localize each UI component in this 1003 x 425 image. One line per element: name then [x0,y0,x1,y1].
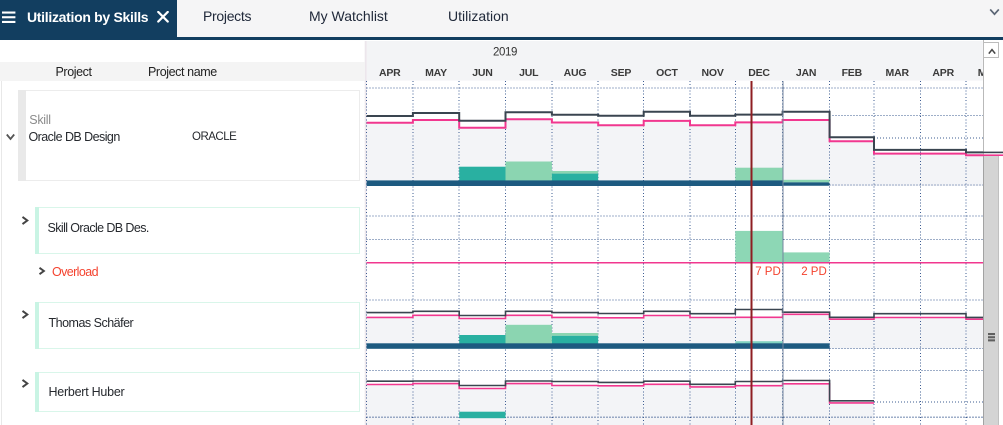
svg-text:APR: APR [932,67,954,79]
svg-text:2019: 2019 [493,47,517,59]
svg-text:JAN: JAN [796,67,816,79]
svg-text:APR: APR [379,67,401,79]
svg-text:2 PD: 2 PD [801,266,827,278]
svg-text:MAR: MAR [886,67,910,79]
svg-text:JUN: JUN [472,67,492,79]
svg-text:MAY: MAY [425,67,447,79]
svg-text:7 PD: 7 PD [755,266,781,278]
svg-text:DEC: DEC [748,67,770,79]
svg-text:JUL: JUL [519,67,539,79]
svg-text:NOV: NOV [702,67,724,79]
svg-text:OCT: OCT [656,67,678,79]
svg-text:SEP: SEP [611,67,632,79]
svg-text:AUG: AUG [564,67,587,79]
svg-text:FEB: FEB [842,67,863,79]
